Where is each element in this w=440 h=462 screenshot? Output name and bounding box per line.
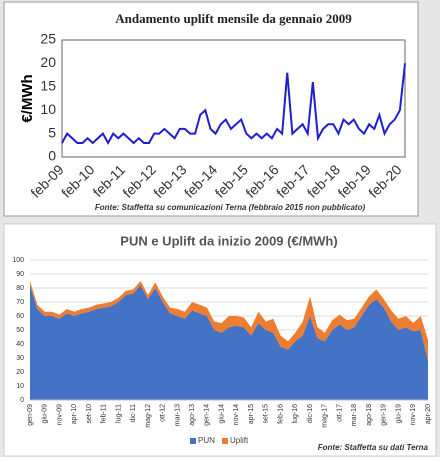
x-tick-label: mag-12 (145, 404, 152, 428)
x-tick-label: mag-17 (322, 404, 329, 428)
x-tick-label: feb-11 (101, 404, 108, 423)
plot-frame (61, 39, 406, 158)
legend-swatch (222, 438, 228, 444)
source-note: Fonte: Staffetta su dati Terna (318, 443, 429, 452)
y-tick-label: 10 (16, 383, 24, 390)
x-tick-label: lug-11 (115, 404, 122, 423)
x-tick-label: feb-16 (277, 404, 284, 424)
x-tick-label: apr-20 (425, 404, 432, 424)
x-tick-label: nov-14 (233, 404, 240, 426)
y-tick-label: 0 (48, 148, 56, 164)
x-tick-label: nov-09 (56, 404, 63, 426)
x-tick-label: giu-14 (218, 404, 225, 424)
legend-label: Uplift (230, 436, 249, 445)
x-tick-label: gen-14 (204, 404, 211, 426)
x-tick-label: apr-10 (71, 404, 78, 424)
x-tick-label: lug-16 (292, 404, 299, 424)
y-tick-label: 25 (40, 31, 56, 47)
y-tick-label: 90 (16, 271, 24, 278)
x-tick-label: ott-17 (336, 404, 343, 422)
line (61, 63, 406, 146)
x-tick-label: mar-18 (351, 404, 358, 426)
y-tick-label: 40 (16, 341, 24, 348)
y-tick-label: 10 (40, 101, 56, 117)
x-tick-label: nov-19 (410, 404, 417, 426)
area (30, 285, 428, 400)
x-tick-label: apr-15 (248, 404, 255, 424)
x-tick-label: giu-09 (42, 404, 49, 424)
y-axis-label: €/MWh (19, 74, 36, 122)
x-tick-label: dic-11 (130, 404, 137, 423)
y-tick-label: 20 (40, 54, 56, 70)
x-tick-label: mar-13 (174, 404, 181, 426)
y-tick-label: 20 (16, 369, 24, 376)
x-tick-label: ago-18 (366, 404, 373, 426)
y-tick-label: 80 (16, 285, 24, 292)
y-tick-label: 5 (48, 124, 56, 140)
legend-label: PUN (198, 436, 215, 445)
y-tick-label: 0 (20, 397, 24, 404)
chart-title: Andamento uplift mensile da gennaio 2009 (115, 11, 352, 26)
y-tick-label: 30 (16, 355, 24, 362)
x-tick-label: dic-16 (307, 404, 314, 423)
area (30, 281, 428, 361)
x-tick-label: ott-12 (160, 404, 167, 422)
x-tick-label: gen-19 (381, 404, 388, 426)
x-tick-label: set-10 (86, 404, 93, 424)
x-tick-label: gen-09 (27, 404, 34, 426)
y-tick-label: 100 (12, 257, 24, 264)
x-tick-label: giu-19 (395, 404, 402, 424)
x-tick-label: set-15 (263, 404, 270, 424)
x-tick-label: ago-13 (189, 404, 196, 426)
legend-swatch (190, 438, 196, 444)
chart-title: PUN e Uplift da inizio 2009 (€/MWh) (120, 233, 337, 248)
panel (3, 1, 419, 217)
y-tick-label: 60 (16, 313, 24, 320)
y-tick-label: 70 (16, 299, 24, 306)
source-note: Fonte: Staffetta su comunicazioni Terna … (95, 203, 366, 212)
y-tick-label: 15 (40, 78, 56, 94)
y-tick-label: 50 (16, 327, 24, 334)
